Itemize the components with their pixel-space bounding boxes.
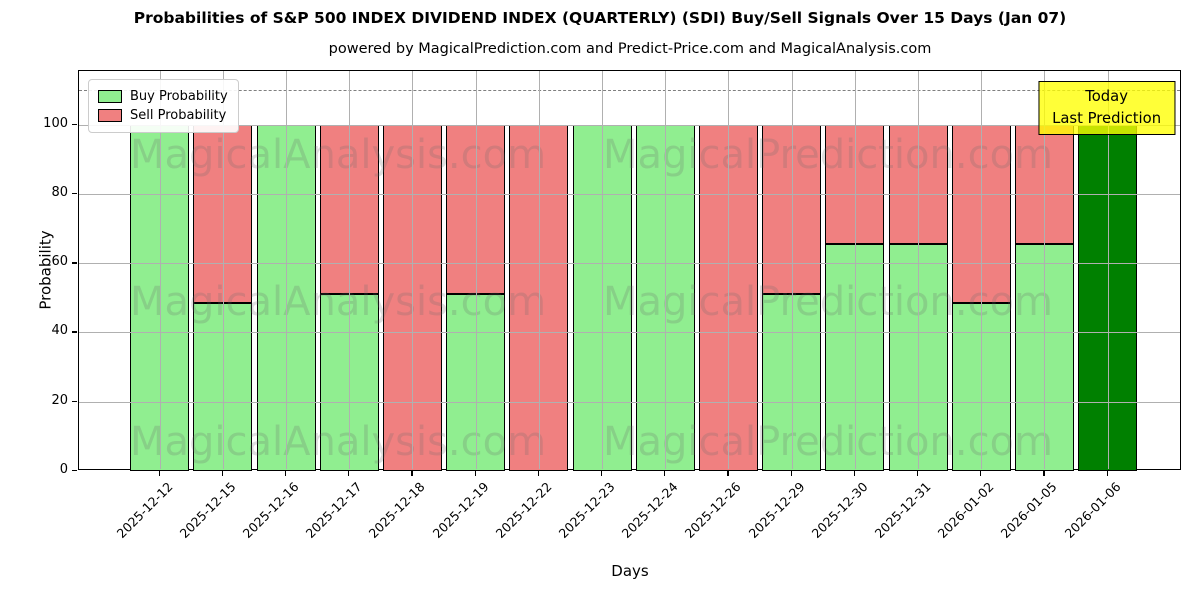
bar-segment-sell — [825, 124, 885, 245]
legend-label-buy: Buy Probability — [130, 89, 228, 104]
bar-segment-buy — [572, 124, 632, 471]
y-tick-mark — [72, 470, 77, 472]
x-tick-mark — [1106, 471, 1108, 476]
x-tick-label: 2025-12-29 — [745, 479, 808, 541]
legend: Buy Probability Sell Probability — [88, 79, 239, 133]
x-tick-label: 2025-12-12 — [113, 479, 176, 541]
bar-segment-buy — [446, 294, 506, 471]
x-tick-label: 2025-12-24 — [618, 479, 681, 541]
bar-segment-today — [1078, 124, 1138, 471]
x-tick-label: 2026-01-05 — [998, 479, 1060, 541]
y-tick-label: 100 — [43, 115, 68, 131]
bar-segment-sell — [193, 124, 253, 304]
bar-segment-sell — [698, 124, 758, 471]
x-tick-mark — [221, 471, 224, 476]
x-tick-label: 2025-12-17 — [302, 479, 365, 541]
x-tick-label: 2025-12-18 — [366, 479, 428, 541]
legend-item-buy: Buy Probability — [98, 87, 228, 106]
y-tick-label: 40 — [51, 323, 68, 339]
bar-segment-sell — [382, 124, 442, 471]
x-tick-mark — [285, 471, 287, 476]
dashed-guide-line — [79, 90, 1180, 92]
bar-segment-buy — [130, 124, 190, 471]
bar-segment-buy — [825, 244, 885, 471]
x-tick-label: 2025-12-19 — [429, 479, 492, 541]
x-tick-label: 2025-12-23 — [555, 479, 618, 541]
x-tick-mark — [158, 471, 160, 476]
bar-segment-sell — [951, 124, 1011, 304]
bar-segment-sell — [446, 124, 506, 295]
x-tick-label: 2026-01-02 — [934, 479, 997, 541]
x-tick-label: 2025-12-22 — [492, 479, 555, 541]
x-tick-mark — [664, 471, 666, 476]
y-tick-label: 80 — [51, 184, 68, 200]
bar-segment-buy — [1014, 244, 1074, 471]
y-tick-label: 20 — [51, 392, 68, 408]
bar-segment-sell — [762, 124, 822, 295]
legend-item-sell: Sell Probability — [98, 106, 228, 125]
today-annotation: Today Last Prediction — [1038, 81, 1176, 136]
y-tick-mark — [72, 262, 77, 264]
y-tick-mark — [72, 400, 77, 403]
x-tick-mark — [917, 471, 919, 476]
bar-segment-buy — [193, 303, 253, 471]
y-tick-mark — [72, 331, 77, 333]
today-annotation-line1: Today — [1085, 88, 1128, 105]
x-tick-mark — [601, 471, 603, 476]
today-annotation-line2: Last Prediction — [1052, 110, 1162, 128]
x-tick-mark — [980, 471, 982, 476]
x-axis-label: Days — [611, 562, 649, 580]
x-tick-label: 2025-12-30 — [808, 479, 871, 541]
x-tick-mark — [411, 471, 413, 476]
x-tick-label: 2025-12-26 — [682, 479, 744, 541]
x-tick-label: 2025-12-15 — [176, 479, 239, 541]
x-tick-mark — [727, 471, 729, 476]
x-tick-mark — [790, 471, 792, 476]
x-tick-mark — [853, 471, 856, 476]
chart-title: Probabilities of S&P 500 INDEX DIVIDEND … — [133, 9, 1067, 27]
bar-segment-sell — [509, 124, 569, 471]
bar-segment-sell — [319, 124, 379, 295]
x-tick-mark — [348, 471, 350, 476]
y-tick-label: 0 — [59, 462, 68, 477]
y-tick-label: 60 — [51, 254, 68, 270]
x-tick-label: 2025-12-31 — [871, 479, 934, 541]
bar-segment-buy — [256, 124, 316, 471]
x-tick-label: 2025-12-16 — [239, 479, 302, 541]
bar-segment-buy — [635, 124, 695, 471]
x-tick-label: 2026-01-06 — [1061, 479, 1124, 541]
x-tick-mark — [1043, 471, 1045, 476]
bar-segment-sell — [888, 124, 948, 245]
bar-segment-buy — [951, 303, 1011, 471]
x-tick-mark — [537, 471, 540, 476]
chart-subtitle: powered by MagicalPrediction.com and Pre… — [328, 41, 932, 57]
bar-segment-buy — [762, 294, 822, 471]
plot-area: Buy Probability Sell Probability Today L… — [78, 70, 1181, 471]
y-tick-mark — [72, 192, 77, 195]
sell-probability-swatch — [98, 109, 122, 122]
y-tick-mark — [72, 123, 77, 125]
buy-probability-swatch — [98, 90, 122, 103]
bar-segment-buy — [319, 294, 379, 471]
bar-segment-buy — [888, 244, 948, 471]
x-tick-mark — [474, 471, 476, 476]
bar-segment-sell — [1014, 124, 1074, 245]
legend-label-sell: Sell Probability — [130, 108, 227, 123]
